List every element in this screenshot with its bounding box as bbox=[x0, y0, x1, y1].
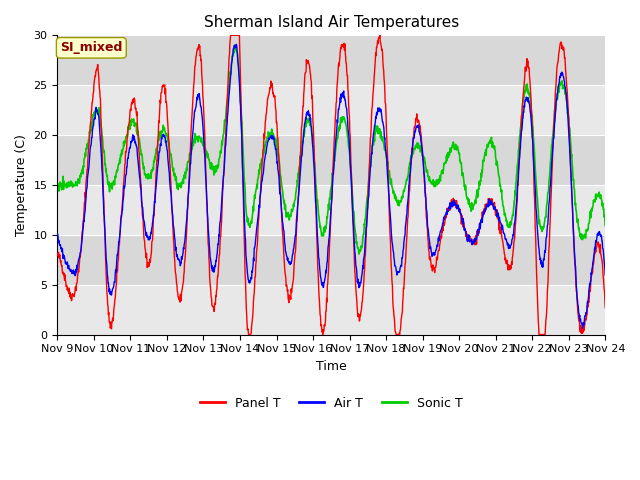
Air T bbox=[579, 325, 586, 331]
Text: SI_mixed: SI_mixed bbox=[60, 41, 122, 54]
Sonic T bbox=[489, 139, 497, 145]
Sonic T bbox=[537, 226, 545, 231]
Sonic T bbox=[602, 223, 609, 228]
Air T bbox=[237, 116, 244, 122]
X-axis label: Time: Time bbox=[316, 360, 347, 373]
Line: Panel T: Panel T bbox=[58, 36, 605, 335]
Panel T bbox=[227, 33, 234, 38]
Sonic T bbox=[237, 103, 244, 109]
Air T bbox=[537, 255, 545, 261]
Panel T bbox=[54, 251, 61, 256]
Sonic T bbox=[355, 251, 363, 257]
Sonic T bbox=[162, 132, 170, 138]
Sonic T bbox=[175, 183, 183, 189]
Title: Sherman Island Air Temperatures: Sherman Island Air Temperatures bbox=[204, 15, 459, 30]
Air T bbox=[175, 257, 183, 263]
Panel T bbox=[244, 332, 252, 337]
Air T bbox=[162, 138, 170, 144]
Line: Air T: Air T bbox=[58, 44, 605, 328]
Y-axis label: Temperature (C): Temperature (C) bbox=[15, 134, 28, 236]
Air T bbox=[602, 272, 609, 278]
Panel T bbox=[237, 95, 244, 100]
Bar bbox=[58, 285, 605, 335]
Air T bbox=[54, 231, 61, 237]
Panel T bbox=[602, 305, 609, 311]
Bar bbox=[58, 85, 605, 135]
Panel T bbox=[489, 200, 497, 205]
Bar bbox=[58, 36, 605, 85]
Sonic T bbox=[54, 187, 61, 192]
Sonic T bbox=[417, 148, 425, 154]
Sonic T bbox=[231, 42, 239, 48]
Bar bbox=[58, 185, 605, 235]
Air T bbox=[232, 41, 240, 47]
Line: Sonic T: Sonic T bbox=[58, 45, 605, 254]
Panel T bbox=[537, 332, 545, 337]
Air T bbox=[417, 133, 424, 139]
Panel T bbox=[175, 297, 183, 302]
Panel T bbox=[162, 99, 170, 105]
Legend: Panel T, Air T, Sonic T: Panel T, Air T, Sonic T bbox=[195, 392, 468, 415]
Bar bbox=[58, 235, 605, 285]
Air T bbox=[488, 202, 496, 208]
Panel T bbox=[417, 131, 425, 136]
Bar bbox=[58, 135, 605, 185]
